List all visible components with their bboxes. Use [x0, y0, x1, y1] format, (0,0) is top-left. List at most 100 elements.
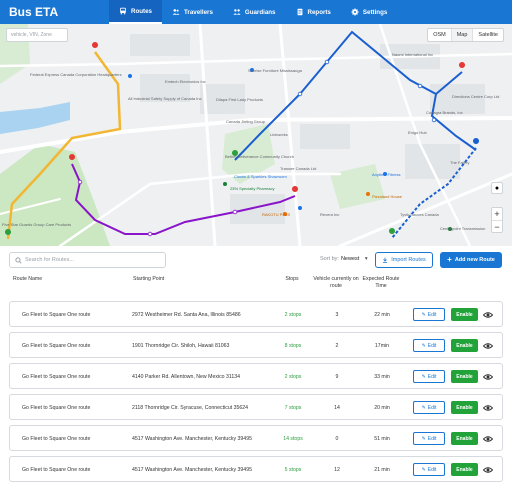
- map-label: Pizzaland House: [372, 194, 403, 199]
- route-stops: 14 stops: [283, 436, 303, 442]
- eye-icon[interactable]: [483, 434, 493, 444]
- pencil-icon: ✎: [421, 466, 426, 473]
- route-time: 33 min: [374, 374, 390, 380]
- route-name: Go Fleet to Square One route: [22, 312, 91, 318]
- table-row[interactable]: Go Fleet to Square One route 1901 Thornr…: [9, 332, 503, 358]
- edit-label: Edit: [427, 373, 437, 380]
- edit-button[interactable]: ✎ Edit: [413, 370, 445, 383]
- map-label: Anytime Fitness: [372, 172, 401, 177]
- nav-settings-label: Settings: [362, 8, 388, 16]
- route-search-input[interactable]: Search for Routes...: [9, 252, 166, 268]
- nav-reports[interactable]: Reports: [286, 0, 341, 24]
- route-name: Go Fleet to Square One route: [22, 343, 91, 349]
- sort-label: Sort by:: [320, 256, 339, 262]
- zoom-out-button[interactable]: −: [492, 220, 502, 232]
- starting-point: 2972 Westheimer Rd. Santa Ana, Illinois …: [132, 312, 241, 318]
- vehicle-count: 3: [335, 312, 339, 318]
- nav-settings[interactable]: Settings: [341, 0, 397, 24]
- bus-icon: [120, 7, 126, 15]
- route-name: Go Fleet to Square One route: [22, 374, 91, 380]
- edit-label: Edit: [427, 342, 437, 349]
- map-type-satellite[interactable]: Satellite: [472, 29, 503, 41]
- import-routes-button[interactable]: Import Routes: [375, 252, 433, 268]
- table-row[interactable]: Go Fleet to Square One route 4517 Washin…: [9, 456, 503, 482]
- eye-icon[interactable]: [483, 465, 493, 475]
- edit-label: Edit: [427, 404, 437, 411]
- plus-icon: +: [447, 255, 452, 264]
- map-label: Conagra Brands, Inc: [426, 110, 463, 115]
- map-label: RAKOTU PLUS: [262, 212, 291, 217]
- map-search-input[interactable]: vehicle, VIN, Zone: [6, 28, 68, 42]
- nav-guardians-label: Guardians: [244, 8, 276, 16]
- eye-icon[interactable]: [483, 310, 493, 320]
- map-label: Naomi International Inc: [392, 52, 434, 57]
- nav-routes[interactable]: Routes: [109, 0, 162, 24]
- route-stops: 5 stops: [284, 467, 302, 473]
- edit-button[interactable]: ✎ Edit: [413, 339, 445, 352]
- route-time: 17min: [374, 343, 390, 349]
- zoom-control: + −: [491, 207, 503, 233]
- route-map[interactable]: Federal Express Canada Corporation Headq…: [0, 24, 512, 246]
- enable-button[interactable]: Enable: [451, 401, 478, 414]
- edit-button[interactable]: ✎ Edit: [413, 308, 445, 321]
- vehicle-count: 12: [334, 467, 340, 473]
- sort-dropdown[interactable]: Sort by: Newest ▾: [320, 256, 368, 262]
- enable-button[interactable]: Enable: [451, 432, 478, 445]
- map-type-osm[interactable]: OSM: [433, 32, 446, 38]
- nav-routes-label: Routes: [131, 7, 152, 15]
- edit-label: Edit: [427, 311, 437, 318]
- import-routes-label: Import Routes: [391, 257, 426, 263]
- nav-reports-label: Reports: [307, 8, 331, 16]
- eye-icon[interactable]: [483, 341, 493, 351]
- pencil-icon: ✎: [421, 311, 426, 318]
- map-label: Federal Express Canada Corporation Headq…: [30, 72, 122, 77]
- starting-point: 4140 Parker Rd. Allentown, New Mexico 31…: [132, 374, 241, 380]
- route-name: Go Fleet to Square One route: [22, 405, 91, 411]
- table-row[interactable]: Go Fleet to Square One route 4517 Washin…: [9, 425, 503, 451]
- route-name: Go Fleet to Square One route: [22, 436, 91, 442]
- nav-travellers[interactable]: Travellers: [162, 0, 223, 24]
- edit-button[interactable]: ✎ Edit: [413, 432, 445, 445]
- enable-button[interactable]: Enable: [451, 308, 478, 321]
- map-canvas[interactable]: [0, 24, 512, 246]
- vehicle-count: 2: [335, 343, 339, 349]
- route-stops: 2 stops: [284, 374, 302, 380]
- edit-button[interactable]: ✎ Edit: [413, 463, 445, 476]
- pencil-icon: ✎: [421, 373, 426, 380]
- app-title: Bus ETA: [9, 5, 59, 19]
- route-time: 51 min: [374, 436, 390, 442]
- starting-point: 1901 Thornridge Cir. Shiloh, Hawaii 8106…: [132, 343, 230, 349]
- nav-guardians[interactable]: Guardians: [223, 0, 286, 24]
- add-route-button[interactable]: + Add new Route: [440, 252, 502, 268]
- users-icon: [172, 9, 180, 15]
- map-label: Revera Inc: [320, 212, 340, 217]
- route-stops: 8 stops: [284, 343, 302, 349]
- table-row[interactable]: Go Fleet to Square One route 2118 Thornr…: [9, 394, 503, 420]
- starting-point: 4517 Washington Ave. Manchester, Kentuck…: [132, 436, 252, 442]
- route-name: Go Fleet to Square One route: [22, 467, 91, 473]
- enable-button[interactable]: Enable: [451, 339, 478, 352]
- edit-button[interactable]: ✎ Edit: [413, 401, 445, 414]
- eye-icon[interactable]: [483, 403, 493, 413]
- enable-button[interactable]: Enable: [451, 463, 478, 476]
- pencil-icon: ✎: [421, 435, 426, 442]
- enable-button[interactable]: Enable: [451, 370, 478, 383]
- zoom-in-button[interactable]: +: [494, 209, 500, 219]
- top-bar: Bus ETA Routes Travellers Guardians Repo…: [0, 0, 512, 24]
- map-label: Clocks & Sparkles Showroom: [234, 174, 287, 179]
- table-row[interactable]: Go Fleet to Square One route 4140 Parker…: [9, 363, 503, 389]
- table-row[interactable]: Go Fleet to Square One route 2972 Westhe…: [9, 301, 503, 327]
- street-view-person-icon[interactable]: ●: [491, 182, 503, 194]
- header-vehicle: Vehicle currently on route: [313, 276, 359, 289]
- route-time: 21 min: [374, 467, 390, 473]
- starting-point: 4517 Washington Ave. Manchester, Kentuck…: [132, 467, 252, 473]
- main-nav: Routes Travellers Guardians Reports Sett…: [109, 0, 397, 24]
- route-time: 22 min: [374, 312, 390, 318]
- map-type-map[interactable]: Map: [450, 29, 473, 41]
- map-label: Sunrise Furniture Mississauga: [248, 68, 302, 73]
- map-label: All Industrial Safety Supply of Canada I…: [128, 96, 202, 101]
- eye-icon[interactable]: [483, 372, 493, 382]
- download-icon: [383, 257, 388, 263]
- sort-value: Newest: [340, 256, 360, 262]
- header-route-name: Route Name: [13, 276, 43, 282]
